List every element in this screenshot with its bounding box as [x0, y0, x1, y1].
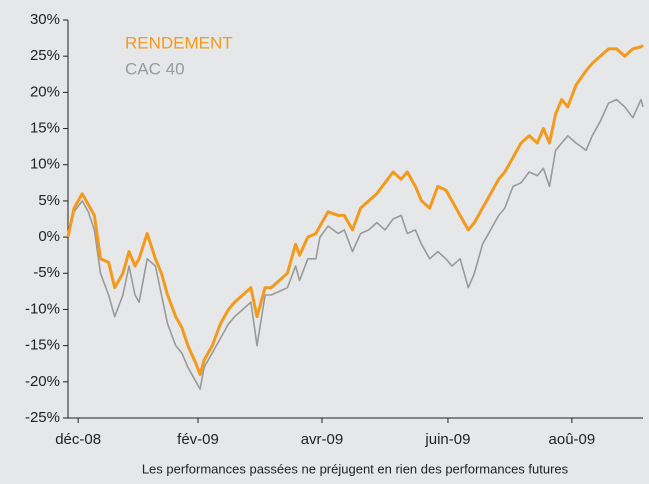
x-tick-label: fév-09: [177, 431, 219, 448]
y-tick-label: 20%: [30, 83, 60, 100]
series-line: [66, 44, 644, 377]
y-tick-label: 0%: [38, 228, 60, 245]
y-tick-label: 10%: [30, 156, 60, 173]
y-tick-label: -5%: [33, 264, 60, 281]
y-tick-label: -15%: [25, 337, 60, 354]
x-tick-label: avr-09: [301, 431, 344, 448]
y-tick-label: -20%: [25, 373, 60, 390]
x-tick-label: aoû-09: [549, 431, 596, 448]
x-tick-label: déc-08: [55, 431, 101, 448]
y-tick-label: -25%: [25, 409, 60, 426]
y-tick-label: 25%: [30, 47, 60, 64]
y-tick-label: 30%: [30, 11, 60, 28]
y-tick-label: 5%: [38, 192, 60, 209]
series-line: [67, 98, 644, 390]
footnote: Les performances passées ne préjugent en…: [142, 461, 569, 476]
legend-label: RENDEMENT: [125, 33, 233, 52]
x-tick-label: juin-09: [424, 431, 470, 448]
y-tick-label: -10%: [25, 300, 60, 317]
legend-label: CAC 40: [125, 59, 185, 78]
y-tick-label: 15%: [30, 120, 60, 137]
